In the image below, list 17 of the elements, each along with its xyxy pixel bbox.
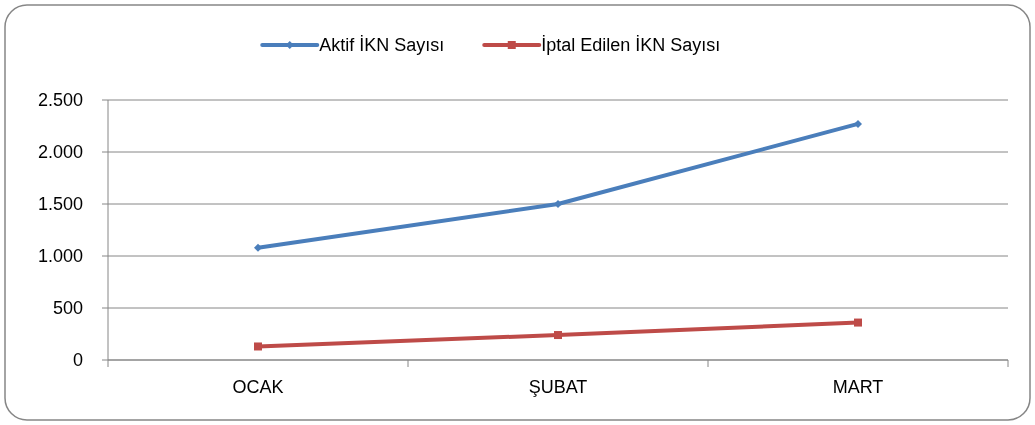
y-tick-label: 2.000 [37, 142, 83, 163]
legend-label: Aktif İKN Sayısı [319, 35, 445, 56]
x-tick-label: ŞUBAT [528, 377, 588, 397]
legend-label: İptal Edilen İKN Sayısı [541, 35, 721, 56]
y-tick-label: 500 [52, 298, 83, 319]
x-tick-label: MART [832, 377, 884, 397]
y-tick-label: 0 [72, 350, 83, 371]
x-tick-label: OCAK [232, 377, 284, 397]
y-tick-label: 1.000 [37, 246, 83, 267]
y-tick-label: 2.500 [37, 90, 83, 111]
point [254, 342, 262, 351]
point [254, 243, 262, 252]
y-tick-label: 1.500 [37, 194, 83, 215]
point [854, 318, 862, 327]
point [554, 200, 562, 208]
point [854, 119, 862, 128]
point [554, 331, 562, 340]
